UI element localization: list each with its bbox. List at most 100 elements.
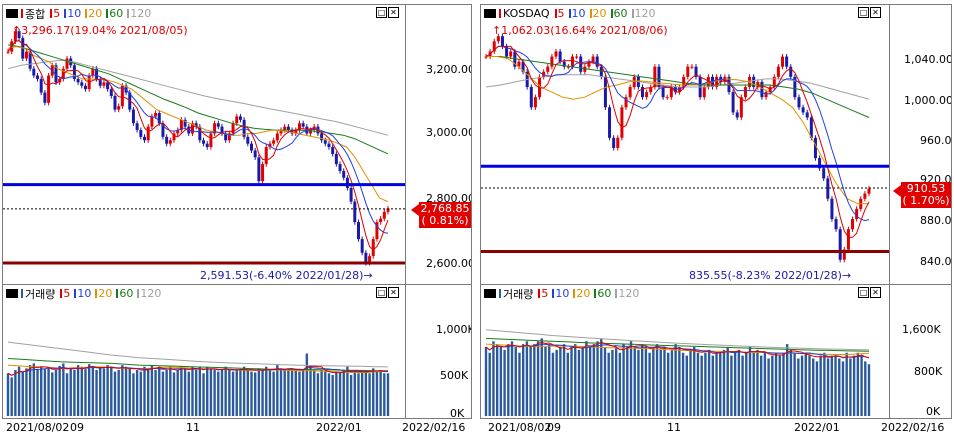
legend-period-5[interactable]: 5: [554, 7, 565, 20]
candle-body: [209, 133, 213, 148]
legend-period-60[interactable]: 60: [106, 7, 123, 20]
right-vol-label: 800K: [914, 365, 943, 378]
legend-period-label: 60: [109, 6, 124, 20]
right-volume-plot[interactable]: [481, 285, 889, 418]
left-price-legend: 종합 5 10 20 60 120: [6, 7, 155, 21]
volume-bar: [261, 370, 264, 416]
candle-body: [731, 92, 735, 113]
candle-body: [345, 177, 349, 188]
left-y-label: 2,800.00: [426, 192, 472, 205]
legend-period-marker-icon: [137, 288, 140, 298]
candle-body: [657, 66, 661, 88]
legend-period-20[interactable]: 20: [573, 287, 590, 300]
candle-body: [801, 107, 805, 113]
volume-bar: [752, 352, 755, 416]
candle-body: [246, 136, 250, 144]
legend-period-10[interactable]: 10: [64, 7, 81, 20]
up-arrow-icon: ↑: [492, 24, 502, 37]
volume-bar: [748, 347, 752, 416]
candle-body: [809, 117, 813, 138]
candle-body: [113, 95, 117, 110]
candle-body: [24, 51, 28, 59]
volume-bar: [69, 368, 72, 416]
maximize-icon[interactable]: □: [376, 7, 387, 18]
legend-period-label: 5: [63, 286, 71, 300]
legend-period-10[interactable]: 10: [552, 287, 569, 300]
candle-body: [793, 76, 797, 98]
candle-body: [822, 168, 826, 179]
x-axis-strip: 2021/08/02 09 11 2022/01 2022/02/16 2021…: [0, 418, 954, 437]
maximize-icon[interactable]: □: [858, 7, 869, 18]
ma20-line: [7, 46, 389, 203]
candle-body: [640, 87, 644, 98]
volume-bar: [124, 366, 128, 416]
legend-period-marker-icon: [127, 8, 130, 18]
close-icon[interactable]: ✕: [388, 287, 399, 298]
legend-period-label: 10: [555, 286, 570, 300]
candle-body: [583, 66, 587, 72]
down-arrow-icon: →: [363, 269, 373, 282]
volume-bar: [622, 344, 625, 416]
legend-period-60[interactable]: 60: [116, 287, 133, 300]
volume-bar: [276, 365, 279, 416]
maximize-icon[interactable]: □: [376, 287, 387, 298]
volume-bar: [838, 358, 841, 416]
candle-body: [231, 123, 235, 134]
left-x-label: 2022/01: [316, 421, 362, 434]
volume-bar: [91, 366, 95, 416]
legend-period-label: 120: [618, 286, 640, 300]
right-x-label: 2022/01: [794, 421, 840, 434]
legend-period-5[interactable]: 5: [50, 7, 60, 20]
candle-body: [546, 66, 550, 72]
legend-period-marker-icon: [106, 8, 109, 18]
candle-body: [220, 126, 224, 134]
close-icon[interactable]: ✕: [388, 7, 399, 18]
volume-bar: [335, 371, 338, 416]
legend-period-120[interactable]: 120: [615, 287, 639, 300]
legend-period-5[interactable]: 5: [538, 287, 548, 300]
right-y-label: 880.00: [920, 214, 952, 227]
legend-period-5[interactable]: 5: [60, 287, 70, 300]
legend-marker-icon: [499, 289, 501, 298]
close-icon[interactable]: ✕: [870, 287, 881, 298]
legend-period-120[interactable]: 120: [127, 7, 151, 20]
volume-bar: [220, 370, 224, 416]
volume-bar: [633, 347, 636, 416]
candle-body: [76, 78, 80, 83]
right-volume-window-buttons: □ ✕: [858, 287, 881, 298]
candle-body: [694, 66, 698, 77]
left-volume-plot[interactable]: [3, 285, 405, 418]
candle-body: [608, 107, 612, 138]
maximize-icon[interactable]: □: [858, 287, 869, 298]
legend-period-20[interactable]: 20: [95, 287, 112, 300]
legend-period-60[interactable]: 60: [594, 287, 611, 300]
legend-period-10[interactable]: 10: [568, 7, 586, 20]
legend-period-10[interactable]: 10: [74, 287, 91, 300]
vol-ma60-line: [485, 337, 870, 352]
candle-body: [599, 66, 603, 77]
legend-period-60[interactable]: 60: [610, 7, 628, 20]
volume-bar: [87, 364, 91, 416]
legend-period-120[interactable]: 120: [631, 7, 656, 20]
candle-body: [653, 66, 657, 88]
volume-bar: [298, 371, 301, 416]
volume-bar: [187, 371, 190, 416]
legend-period-marker-icon: [573, 288, 576, 298]
volume-bar: [570, 347, 573, 416]
close-icon[interactable]: ✕: [870, 7, 881, 18]
legend-period-20[interactable]: 20: [589, 7, 607, 20]
volume-bar: [793, 352, 796, 416]
left-price-plot[interactable]: [3, 5, 405, 284]
volume-bar: [40, 366, 43, 416]
candle-body: [139, 130, 143, 137]
right-price-plot[interactable]: [481, 5, 889, 284]
legend-swatch-icon: [484, 289, 496, 298]
volume-bar: [756, 349, 759, 416]
legend-period-20[interactable]: 20: [85, 7, 102, 20]
legend-period-120[interactable]: 120: [137, 287, 161, 300]
candle-body: [371, 239, 375, 257]
volume-bar: [364, 370, 368, 416]
legend-period-label: 60: [597, 286, 612, 300]
legend-period-marker-icon: [631, 8, 634, 18]
candle-body: [632, 76, 636, 88]
